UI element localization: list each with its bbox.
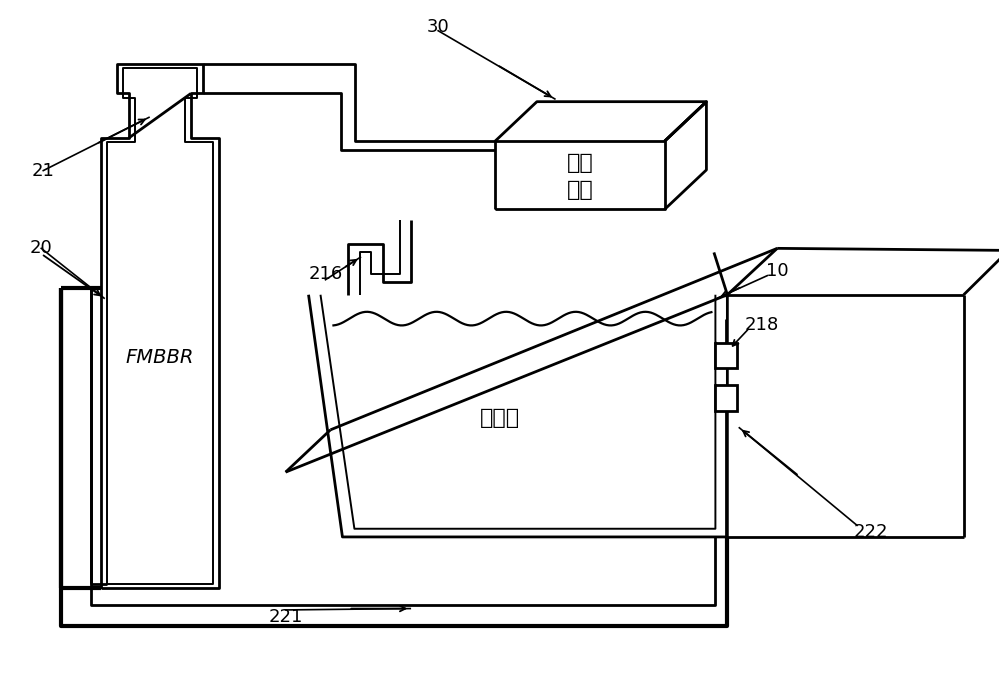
Bar xyxy=(715,342,737,369)
Text: 216: 216 xyxy=(308,265,343,284)
Text: 10: 10 xyxy=(766,262,789,280)
Text: 221: 221 xyxy=(268,608,303,626)
Bar xyxy=(715,385,737,411)
Text: FMBBR: FMBBR xyxy=(126,348,194,367)
Text: 处理: 处理 xyxy=(566,180,593,201)
Text: 兼氧池: 兼氧池 xyxy=(480,408,520,427)
Text: 222: 222 xyxy=(854,523,888,541)
Text: 21: 21 xyxy=(32,162,55,179)
Text: 泡沫: 泡沫 xyxy=(566,153,593,173)
Text: 20: 20 xyxy=(30,239,53,258)
Text: 30: 30 xyxy=(427,18,450,36)
Text: 218: 218 xyxy=(744,316,778,334)
